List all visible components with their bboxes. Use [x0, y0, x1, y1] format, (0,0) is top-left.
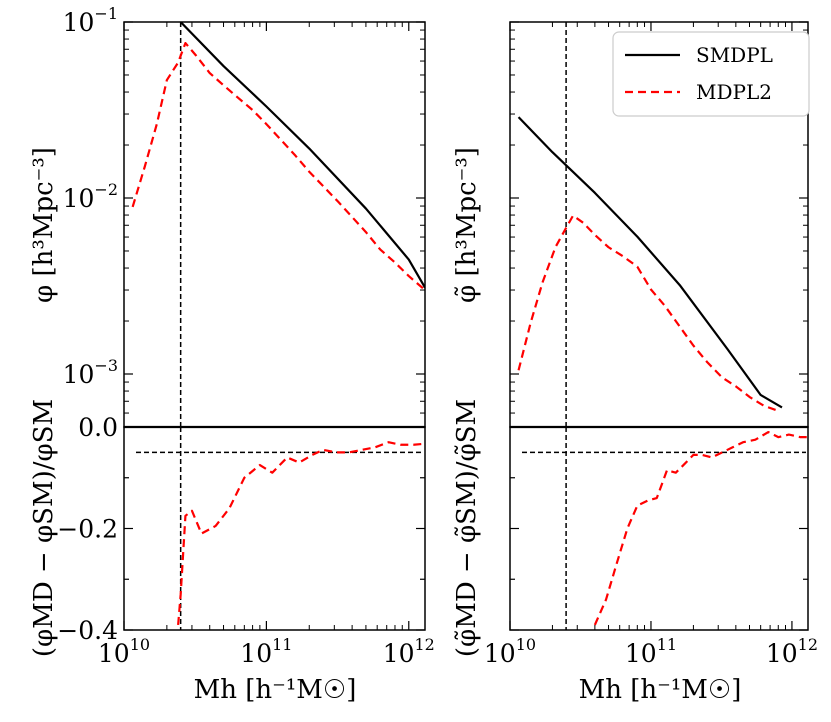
right-bottom-x-tick-label: 1010	[484, 635, 536, 668]
left-bottom-ylabel: (φMD − φSM)/φSM	[29, 399, 59, 657]
left-top-y-tick-label: 10−1	[63, 4, 118, 37]
right-bottom-x-tick-label: 1012	[766, 635, 818, 668]
right-top-ylabel: φ̃ [h³Mpc⁻³]	[452, 147, 482, 303]
right-top-panel	[509, 21, 809, 428]
legend: SMDPL MDPL2	[612, 31, 810, 117]
left-top-panel: 10−1 10−2 10−3	[63, 4, 426, 428]
left-top-y-tick-label: 10−3	[63, 356, 118, 389]
legend-mdpl2-label: MDPL2	[696, 80, 772, 104]
right-bottom-panel: 1010 1011 1012	[484, 425, 818, 668]
left-bottom-series-mdpl2	[177, 441, 425, 626]
left-bottom-frame	[123, 426, 426, 631]
right-bottom-series-mdpl2	[593, 430, 808, 626]
left-bottom-y-tick-label: 0.0	[78, 413, 118, 442]
left-bottom-x-tick-label: 1010	[98, 635, 150, 668]
right-bottom-x-tick-label: 1011	[625, 635, 677, 668]
left-bottom-x-tick-label: 1011	[240, 635, 292, 668]
right-top-series-mdpl2	[517, 214, 779, 412]
left-top-y-tick-label: 10−2	[63, 180, 118, 213]
left-top-series-mdpl2	[131, 41, 425, 291]
left-top-ylabel: φ [h³Mpc⁻³]	[29, 147, 59, 303]
left-bottom-y-tick-label: −0.2	[57, 515, 118, 544]
right-bottom-ylabel: (φ̃MD − φ̃SM)/φ̃SM	[452, 399, 482, 657]
right-xlabel: Mh [h⁻¹M☉]	[579, 675, 742, 705]
left-bottom-y-tick-label: −0.4	[57, 616, 118, 645]
left-top-series-smdpl	[179, 22, 425, 289]
left-bottom-x-tick-label: 1012	[383, 635, 435, 668]
right-bottom-frame	[509, 426, 809, 631]
right-top-series-smdpl	[517, 116, 783, 409]
legend-smdpl-label: SMDPL	[696, 43, 773, 67]
left-xlabel: Mh [h⁻¹M☉]	[194, 675, 357, 705]
